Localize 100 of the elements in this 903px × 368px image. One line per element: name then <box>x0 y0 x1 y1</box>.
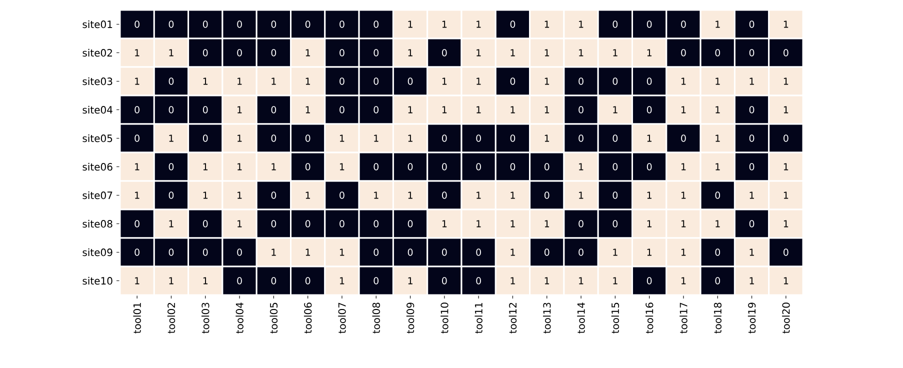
data-label: 0 <box>202 20 208 28</box>
data-label: 1 <box>750 78 754 85</box>
data-label: 0 <box>784 248 788 256</box>
data-label: 1 <box>306 78 310 85</box>
data-label: 1 <box>544 49 550 56</box>
x-tick-label: tool13 <box>543 302 551 334</box>
data-label: 0 <box>646 78 652 85</box>
data-label: 1 <box>750 277 754 284</box>
data-label: 1 <box>442 106 447 114</box>
data-label: 0 <box>202 106 208 114</box>
data-label: 1 <box>716 163 720 170</box>
data-label: 0 <box>612 20 618 28</box>
x-tick-label: tool05 <box>270 302 278 334</box>
data-label: 1 <box>340 248 344 256</box>
data-label: 0 <box>646 106 652 114</box>
data-label: 0 <box>237 49 242 56</box>
data-label: 0 <box>340 192 344 199</box>
data-label: 0 <box>271 106 276 114</box>
data-label: 1 <box>647 49 652 56</box>
data-label: 1 <box>169 277 174 284</box>
y-tick-label: site07 <box>82 191 112 200</box>
y-tick-label: site01 <box>82 20 112 28</box>
data-label: 1 <box>579 49 584 56</box>
data-label: 1 <box>203 78 208 85</box>
data-label: 0 <box>544 248 550 256</box>
data-label: 0 <box>612 220 618 228</box>
data-label: 1 <box>579 277 584 284</box>
data-label: 0 <box>340 49 344 56</box>
x-tick-label: tool17 <box>680 302 688 334</box>
data-label: 0 <box>578 134 584 142</box>
data-label: 0 <box>749 106 754 114</box>
data-label: 0 <box>202 134 208 142</box>
data-label: 0 <box>374 20 379 28</box>
data-label: 1 <box>682 220 686 228</box>
x-tick-label: tool18 <box>714 302 722 334</box>
data-label: 1 <box>169 49 174 56</box>
data-label: 0 <box>510 134 516 142</box>
data-label: 0 <box>271 20 276 28</box>
data-label: 1 <box>238 106 242 114</box>
data-label: 0 <box>202 49 208 56</box>
data-label: 0 <box>374 106 379 114</box>
y-tick-label: site02 <box>82 48 112 57</box>
data-label: 0 <box>168 20 174 28</box>
data-label: 1 <box>647 134 652 142</box>
data-label: 0 <box>578 78 584 85</box>
data-label: 1 <box>784 192 788 199</box>
data-label: 0 <box>646 163 652 170</box>
data-label: 0 <box>340 106 344 114</box>
data-label: 0 <box>271 220 276 228</box>
data-label: 0 <box>134 248 140 256</box>
data-label: 0 <box>374 78 379 85</box>
x-tick-label: tool08 <box>372 302 380 334</box>
data-label: 0 <box>749 134 754 142</box>
data-label: 1 <box>476 106 481 114</box>
data-label: 1 <box>340 134 344 142</box>
data-label: 1 <box>647 220 652 228</box>
data-label: 1 <box>784 277 788 284</box>
data-label: 1 <box>340 163 344 170</box>
data-label: 0 <box>510 78 516 85</box>
data-label: 0 <box>237 277 242 284</box>
data-label: 1 <box>238 163 242 170</box>
data-label: 1 <box>682 248 686 256</box>
data-label: 0 <box>612 78 618 85</box>
data-label: 1 <box>510 277 515 284</box>
data-label: 0 <box>578 106 584 114</box>
data-label: 0 <box>510 20 516 28</box>
data-label: 0 <box>510 163 516 170</box>
data-label: 0 <box>202 220 208 228</box>
x-tick-label: tool06 <box>304 302 312 334</box>
data-label: 0 <box>168 78 174 85</box>
data-label: 0 <box>340 78 344 85</box>
data-label: 0 <box>749 49 754 56</box>
data-label: 1 <box>272 163 276 170</box>
data-label: 0 <box>612 192 618 199</box>
data-label: 1 <box>408 20 412 28</box>
data-label: 0 <box>646 277 652 284</box>
data-label: 1 <box>203 192 208 199</box>
data-label: 0 <box>408 220 413 228</box>
data-label: 1 <box>238 78 242 85</box>
data-label: 1 <box>750 192 754 199</box>
data-label: 0 <box>340 20 344 28</box>
y-tick-label: site05 <box>82 134 112 142</box>
data-label: 0 <box>374 248 379 256</box>
data-label: 1 <box>579 163 584 170</box>
x-tick-label: tool12 <box>508 303 517 334</box>
data-label: 0 <box>305 163 310 170</box>
data-label: 1 <box>544 20 550 28</box>
data-label: 0 <box>305 20 310 28</box>
data-label: 0 <box>134 220 140 228</box>
data-label: 0 <box>612 163 618 170</box>
data-label: 1 <box>613 248 618 256</box>
data-label: 0 <box>681 49 686 56</box>
data-label: 1 <box>647 192 652 199</box>
data-label: 0 <box>271 49 276 56</box>
data-label: 0 <box>374 163 379 170</box>
x-tick-label: tool14 <box>577 302 585 334</box>
data-label: 1 <box>476 49 481 56</box>
data-label: 1 <box>544 220 550 228</box>
data-label: 1 <box>135 78 140 85</box>
data-label: 0 <box>681 20 686 28</box>
